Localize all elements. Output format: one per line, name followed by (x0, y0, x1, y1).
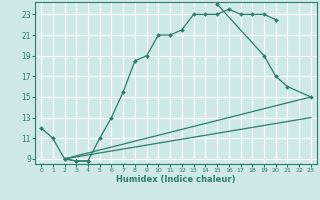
X-axis label: Humidex (Indice chaleur): Humidex (Indice chaleur) (116, 175, 236, 184)
